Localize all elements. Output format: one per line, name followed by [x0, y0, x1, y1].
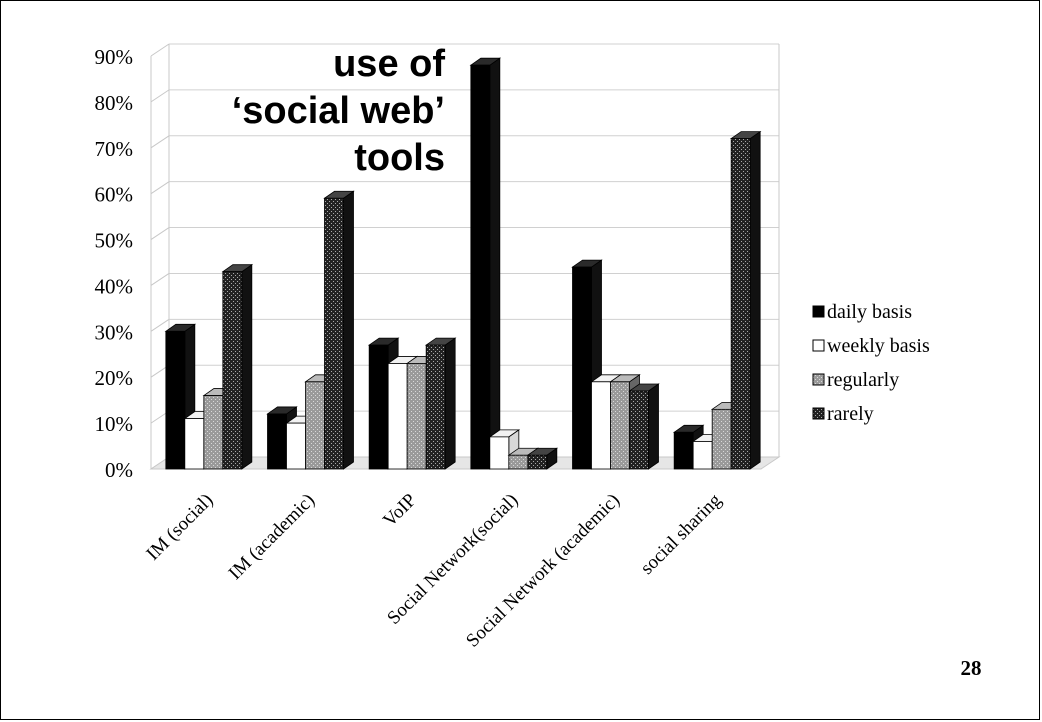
gridline-side: [150, 227, 170, 240]
y-tick-label: 40%: [95, 274, 134, 298]
bar: [165, 330, 186, 470]
legend-label: weekly basis: [827, 335, 930, 357]
gridline-side: [150, 273, 170, 286]
chart-legend: daily basis weekly basis regularly rarely: [812, 301, 930, 425]
y-tick-label: 80%: [95, 91, 134, 115]
chart-title: use of ‘social web’ tools: [232, 43, 446, 179]
bar: [527, 454, 548, 470]
bar: [673, 431, 694, 470]
gridline-side: [150, 43, 170, 57]
bar: [711, 408, 732, 470]
bar: [267, 413, 287, 470]
bar-side: [749, 130, 761, 470]
bar: [305, 381, 325, 470]
y-tick-label: 90%: [95, 45, 134, 69]
legend-label: regularly: [827, 369, 899, 391]
bar-side: [489, 57, 501, 470]
gridline-side: [150, 181, 170, 195]
gridline-side: [150, 135, 170, 149]
gridline-side: [150, 318, 170, 332]
x-tick-label: IM (academic): [225, 490, 319, 584]
legend-swatch: [812, 339, 825, 352]
chart-title-line: tools: [354, 137, 445, 179]
y-tick-label: 50%: [95, 229, 134, 253]
bar: [222, 271, 243, 470]
bar: [692, 441, 713, 470]
y-tick-label: 60%: [95, 183, 134, 207]
legend-swatch: [812, 305, 825, 318]
y-tick-label: 0%: [105, 458, 133, 482]
y-tick-label: 10%: [95, 412, 134, 436]
chart-title-line: ‘social web’: [232, 90, 445, 132]
bar-side: [343, 190, 354, 470]
gridline-side: [150, 89, 170, 103]
chart-bars: [164, 57, 762, 470]
bar: [368, 344, 389, 470]
chart-title-line: use of: [333, 43, 445, 85]
bar: [203, 395, 224, 470]
bar: [730, 138, 751, 470]
bar: [489, 436, 510, 470]
page-number: 28: [960, 656, 982, 680]
bar: [286, 422, 306, 470]
legend-label: daily basis: [827, 301, 912, 323]
y-tick-label: 70%: [95, 137, 134, 161]
bar: [470, 64, 491, 470]
bar-side: [648, 383, 659, 470]
y-tick-label: 20%: [95, 366, 134, 390]
legend-swatch: [812, 373, 825, 386]
bar: [572, 266, 592, 470]
bar: [387, 363, 408, 470]
legend-label: rarely: [827, 403, 874, 425]
bar: [629, 390, 649, 470]
x-tick-label: VoIP: [379, 490, 420, 531]
legend-swatch: [812, 407, 825, 420]
y-tick-label: 30%: [95, 320, 134, 344]
bar-side: [241, 263, 253, 470]
x-tick-label: social sharing: [637, 489, 726, 578]
bar: [406, 363, 427, 470]
bar: [508, 454, 529, 470]
bar: [184, 418, 205, 470]
bar: [591, 381, 611, 470]
bar-side: [444, 337, 456, 470]
bar: [425, 344, 446, 470]
bar: [610, 381, 630, 470]
bar: [324, 197, 344, 470]
x-tick-label: IM (social): [142, 490, 217, 565]
